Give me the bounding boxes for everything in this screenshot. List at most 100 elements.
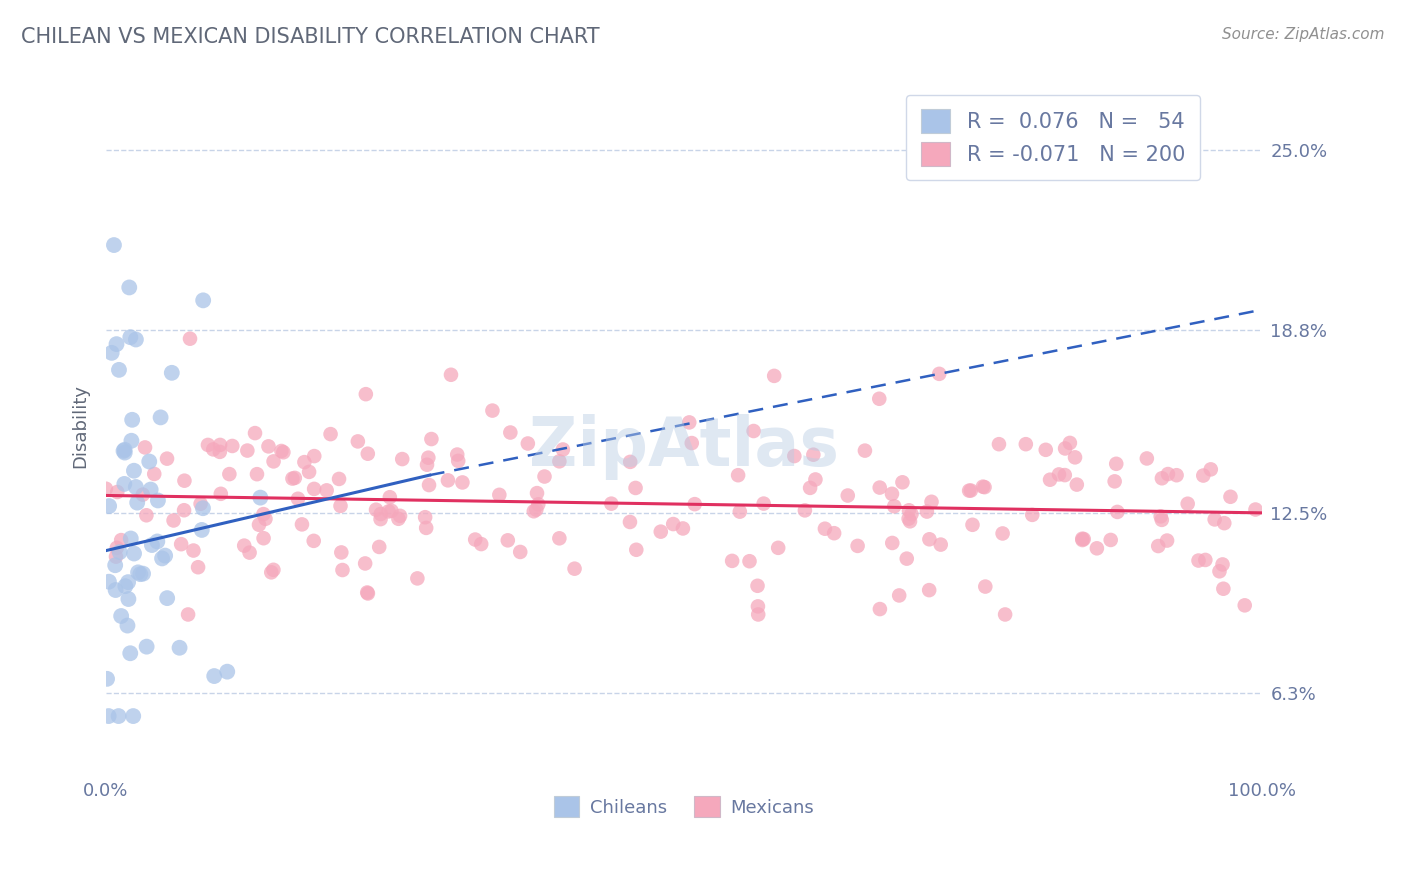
- Point: [221, 439, 243, 453]
- Point: [247, 517, 270, 532]
- Point: [243, 426, 266, 441]
- Point: [752, 497, 775, 511]
- Point: [619, 455, 641, 469]
- Point: [846, 539, 869, 553]
- Point: [1157, 467, 1180, 481]
- Point: [418, 450, 440, 465]
- Point: [328, 472, 350, 486]
- Point: [747, 599, 769, 614]
- Point: [125, 333, 148, 347]
- Point: [496, 533, 519, 548]
- Point: [804, 473, 827, 487]
- Point: [110, 533, 132, 547]
- Point: [738, 554, 761, 568]
- Point: [882, 536, 904, 550]
- Point: [801, 448, 824, 462]
- Point: [97, 709, 120, 723]
- Point: [447, 454, 470, 468]
- Point: [626, 542, 648, 557]
- Point: [1233, 599, 1256, 613]
- Point: [897, 503, 920, 517]
- Point: [134, 441, 156, 455]
- Point: [415, 521, 437, 535]
- Point: [987, 437, 1010, 451]
- Point: [122, 547, 145, 561]
- Point: [1156, 533, 1178, 548]
- Point: [149, 410, 172, 425]
- Point: [1066, 477, 1088, 491]
- Point: [389, 508, 412, 523]
- Point: [972, 480, 994, 494]
- Text: ZipAtlas: ZipAtlas: [529, 414, 839, 480]
- Point: [138, 454, 160, 468]
- Point: [957, 483, 980, 498]
- Point: [1147, 539, 1170, 553]
- Point: [135, 640, 157, 654]
- Point: [962, 517, 984, 532]
- Point: [1107, 505, 1129, 519]
- Point: [387, 512, 409, 526]
- Point: [304, 449, 326, 463]
- Point: [252, 507, 274, 521]
- Point: [446, 448, 468, 462]
- Point: [1071, 532, 1094, 546]
- Point: [823, 526, 845, 541]
- Point: [236, 443, 259, 458]
- Point: [683, 497, 706, 511]
- Point: [1199, 462, 1222, 476]
- Point: [1213, 516, 1236, 530]
- Point: [853, 443, 876, 458]
- Point: [650, 524, 672, 539]
- Point: [273, 445, 295, 459]
- Point: [1099, 533, 1122, 547]
- Point: [177, 607, 200, 622]
- Point: [1104, 475, 1126, 489]
- Point: [284, 471, 307, 485]
- Point: [413, 510, 436, 524]
- Point: [169, 640, 191, 655]
- Point: [179, 332, 201, 346]
- Point: [564, 562, 586, 576]
- Point: [114, 579, 136, 593]
- Point: [897, 511, 920, 525]
- Point: [974, 580, 997, 594]
- Point: [254, 512, 277, 526]
- Point: [868, 392, 890, 406]
- Point: [1073, 532, 1095, 546]
- Point: [262, 563, 284, 577]
- Point: [146, 493, 169, 508]
- Y-axis label: Disability: Disability: [72, 384, 89, 467]
- Point: [1021, 508, 1043, 522]
- Point: [302, 533, 325, 548]
- Point: [891, 475, 914, 490]
- Point: [481, 403, 503, 417]
- Point: [499, 425, 522, 440]
- Point: [127, 566, 149, 580]
- Point: [898, 514, 921, 528]
- Point: [170, 537, 193, 551]
- Point: [814, 522, 837, 536]
- Point: [202, 442, 225, 457]
- Point: [391, 452, 413, 467]
- Point: [509, 545, 531, 559]
- Point: [678, 416, 700, 430]
- Point: [281, 472, 304, 486]
- Point: [104, 558, 127, 573]
- Point: [662, 517, 685, 532]
- Point: [191, 523, 214, 537]
- Point: [929, 538, 952, 552]
- Point: [104, 582, 127, 597]
- Point: [112, 444, 135, 458]
- Point: [117, 618, 139, 632]
- Point: [132, 488, 155, 502]
- Point: [173, 503, 195, 517]
- Point: [523, 504, 546, 518]
- Point: [120, 646, 142, 660]
- Point: [125, 480, 148, 494]
- Point: [108, 363, 131, 377]
- Point: [156, 591, 179, 606]
- Point: [440, 368, 463, 382]
- Point: [1015, 437, 1038, 451]
- Point: [1059, 436, 1081, 450]
- Point: [153, 549, 176, 563]
